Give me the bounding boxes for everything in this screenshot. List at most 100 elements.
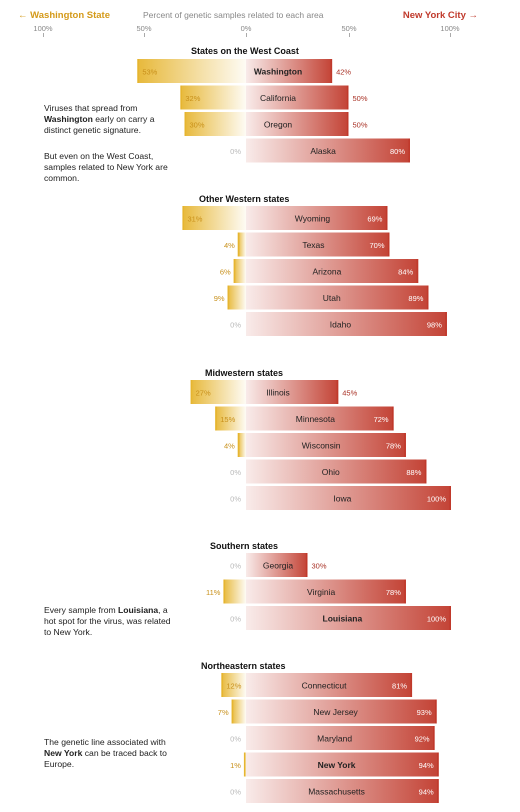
value-label-washington: 0%: [230, 321, 241, 330]
value-label-washington: 4%: [224, 241, 235, 250]
annotation-text: The genetic line associated with: [44, 737, 166, 747]
value-label-washington: 12%: [226, 682, 241, 691]
annotation-west-coast-2: But even on the West Coast, samples rela…: [44, 151, 168, 183]
value-label-new-york: 70%: [369, 241, 384, 250]
bar-new-york: [246, 579, 406, 604]
value-label-new-york: 94%: [419, 761, 434, 770]
state-label: Washington: [254, 67, 302, 77]
state-label: New Jersey: [313, 707, 358, 717]
bar-edge-washington: [223, 579, 226, 604]
state-label: Oregon: [264, 120, 293, 130]
group-title-southern: Southern states: [210, 541, 279, 551]
value-label-new-york: 100%: [427, 615, 447, 624]
bar-washington: [182, 206, 246, 230]
bar-edge-new-york: [336, 380, 339, 404]
state-label: Minnesota: [296, 414, 335, 424]
value-label-new-york: 94%: [419, 788, 434, 797]
bar-washington: [221, 673, 246, 697]
tick-mark: [246, 33, 247, 37]
bar-new-york: [246, 112, 349, 136]
bar-new-york: [246, 232, 390, 257]
tick-label: 50%: [341, 24, 357, 33]
value-label-washington: 31%: [187, 215, 202, 224]
state-label: Arizona: [313, 267, 342, 277]
bar-new-york: [246, 85, 349, 110]
value-label-washington: 0%: [230, 495, 241, 504]
value-label-washington: 30%: [190, 121, 205, 130]
washington-state-legend: ← Washington State: [18, 10, 111, 21]
bar-edge-washington: [137, 59, 139, 83]
bar-edge-washington: [231, 699, 234, 724]
bar-new-york: [246, 259, 419, 283]
bar-new-york: [246, 312, 447, 336]
bar-edge-washington: [221, 673, 223, 697]
bar-new-york: [246, 285, 429, 310]
annotation-text: can be traced back to Europe.: [44, 748, 167, 769]
bar-new-york: [246, 59, 333, 83]
bar-new-york: [246, 206, 388, 230]
value-label-new-york: 50%: [353, 121, 368, 130]
bar-new-york: [246, 699, 437, 724]
annotation-text: Every sample from: [44, 605, 119, 615]
value-label-washington: 9%: [214, 294, 225, 303]
bar-new-york: [246, 752, 439, 777]
bar-edge-washington: [243, 752, 246, 777]
state-label: Utah: [323, 293, 341, 303]
value-label-new-york: 45%: [342, 389, 357, 398]
state-label: Connecticut: [302, 681, 348, 691]
value-label-washington: 0%: [230, 468, 241, 477]
bar-edge-new-york: [445, 312, 447, 336]
bar-edge-new-york: [330, 59, 333, 83]
bar-edge-new-york: [416, 259, 419, 283]
value-label-new-york: 30%: [312, 562, 327, 571]
value-label-new-york: 100%: [427, 495, 447, 504]
bar-edge-washington: [182, 206, 185, 230]
value-label-washington: 0%: [230, 735, 241, 744]
chart-subtitle: Percent of genetic samples related to ea…: [143, 10, 324, 20]
state-label: Iowa: [333, 494, 351, 504]
state-label: Wyoming: [295, 214, 331, 224]
bar-edge-new-york: [404, 579, 406, 604]
bar-edge-washington: [180, 85, 182, 110]
bar-new-york: [246, 606, 451, 630]
tick-mark: [450, 33, 451, 37]
value-label-new-york: 84%: [398, 268, 413, 277]
bar-new-york: [246, 459, 427, 484]
bar-washington: [215, 406, 246, 431]
value-label-washington: 1%: [230, 761, 241, 770]
tick-label: 50%: [136, 24, 152, 33]
state-label: Idaho: [330, 320, 352, 330]
group-title-other-western: Other Western states: [199, 194, 290, 204]
value-label-new-york: 81%: [392, 682, 407, 691]
state-label: Illinois: [266, 388, 290, 398]
bar-washington: [237, 232, 246, 257]
bar-edge-washington: [233, 259, 236, 283]
state-label: Ohio: [322, 467, 340, 477]
state-label: Texas: [302, 240, 324, 250]
state-label: California: [260, 93, 296, 103]
value-label-new-york: 78%: [386, 442, 401, 451]
state-label: Maryland: [317, 734, 352, 744]
new-york-city-legend: New York City →: [402, 10, 478, 21]
bar-edge-new-york: [408, 138, 410, 163]
value-label-new-york: 98%: [427, 321, 442, 330]
value-label-new-york: 69%: [367, 215, 382, 224]
value-label-washington: 11%: [206, 588, 221, 597]
bar-new-york: [246, 553, 308, 577]
bar-washington: [227, 285, 246, 310]
bar-edge-washington: [190, 380, 193, 404]
bar-edge-new-york: [433, 726, 435, 750]
state-label: New York: [318, 760, 356, 770]
state-label: Alaska: [310, 146, 336, 156]
bar-washington: [190, 380, 246, 404]
bar-edge-new-york: [346, 112, 349, 136]
state-label: Wisconsin: [302, 441, 341, 451]
bar-washington: [180, 85, 246, 110]
bar-edge-washington: [237, 433, 240, 457]
bar-new-york: [246, 486, 451, 510]
tick-label: 0%: [240, 24, 252, 33]
bar-new-york: [246, 673, 413, 697]
bar-edge-new-york: [449, 486, 451, 510]
bar-edge-new-york: [437, 752, 439, 777]
